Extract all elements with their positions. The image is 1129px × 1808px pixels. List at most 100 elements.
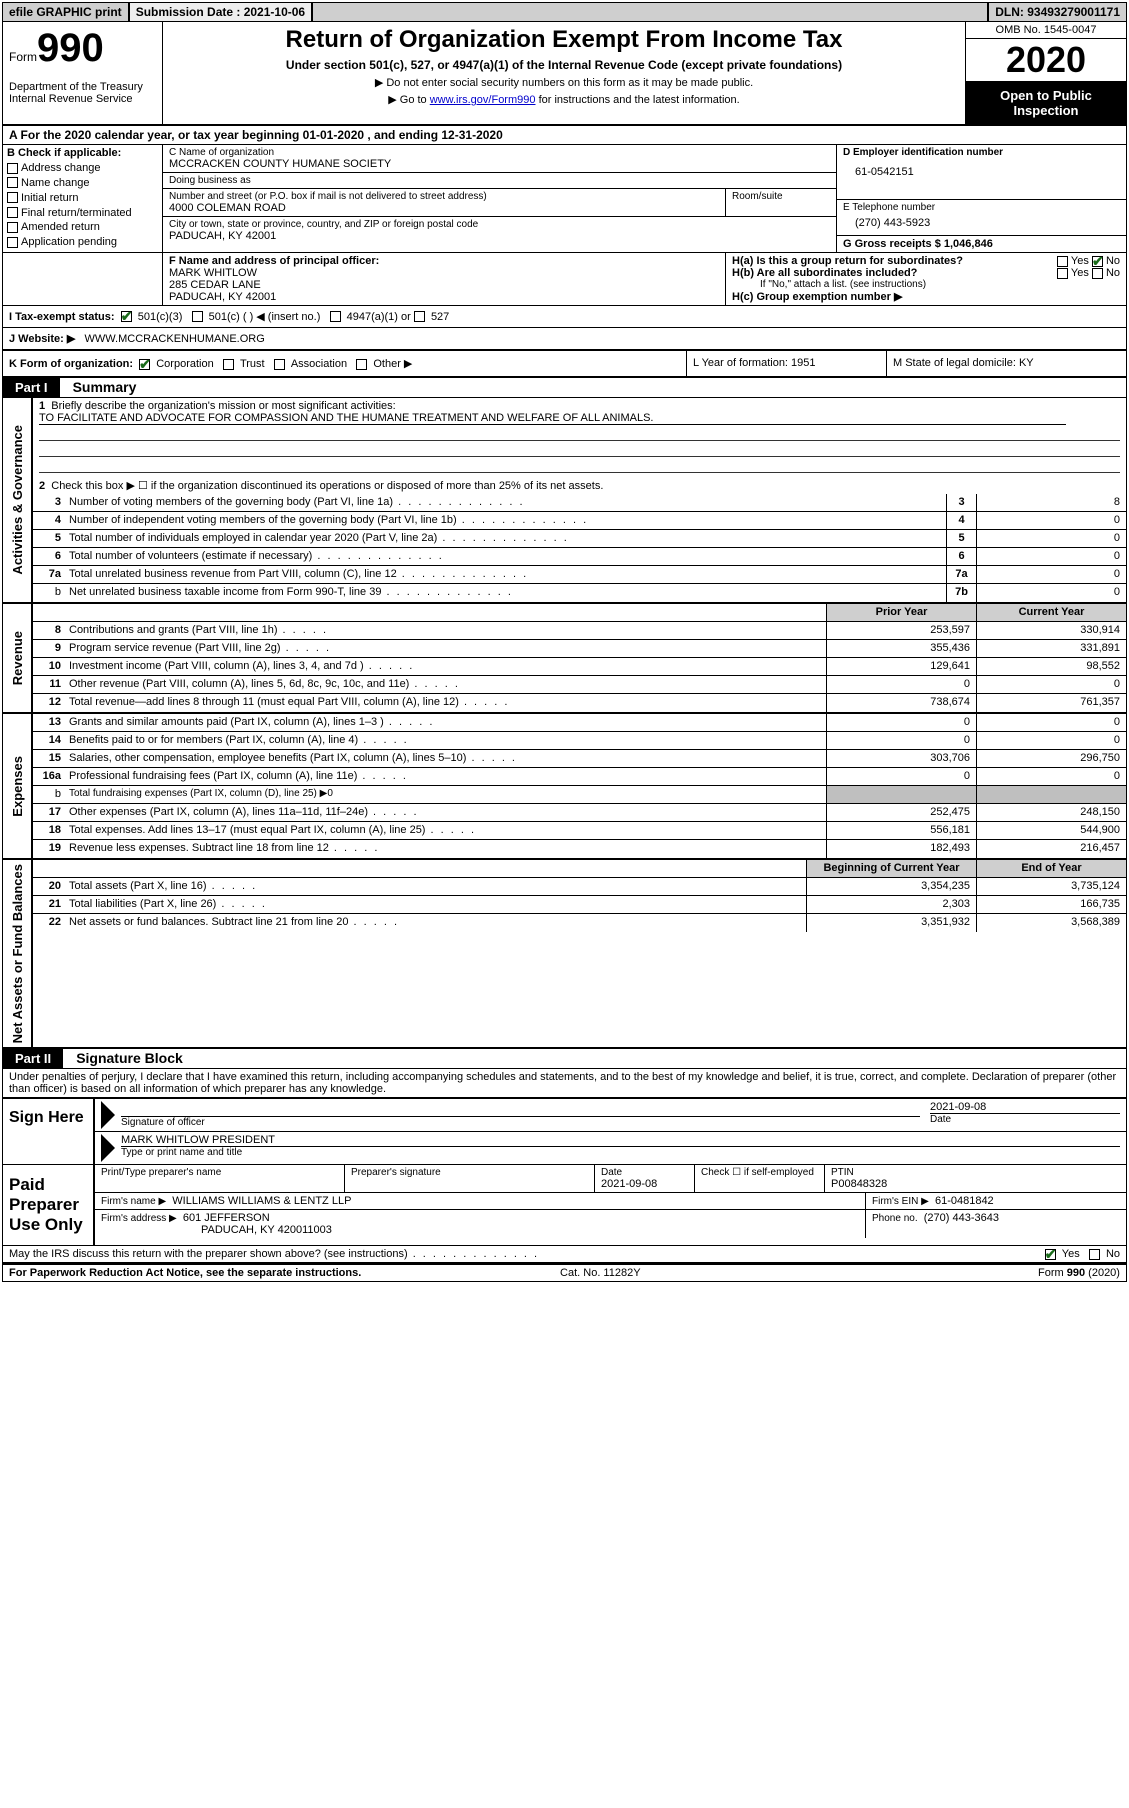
col-b-label: B Check if applicable:: [7, 147, 158, 159]
net-header: Beginning of Current Year End of Year: [33, 860, 1126, 878]
curr-val: 331,891: [976, 640, 1126, 657]
line-box: 4: [946, 512, 976, 529]
table-row: 5Total number of individuals employed in…: [33, 530, 1126, 548]
table-row: 13Grants and similar amounts paid (Part …: [33, 714, 1126, 732]
cat-no: Cat. No. 11282Y: [560, 1267, 641, 1279]
line-desc: Net unrelated business taxable income fr…: [65, 584, 946, 602]
row-f-h: F Name and address of principal officer:…: [3, 253, 1126, 306]
part2-bar: Part II: [3, 1049, 63, 1068]
cb-501c3[interactable]: [121, 311, 132, 322]
preparer-row3: Firm's address ▶ 601 JEFFERSON PADUCAH, …: [95, 1210, 1126, 1238]
cb-501c[interactable]: [192, 311, 203, 322]
part1-header: Part I Summary: [3, 378, 1126, 398]
hb-no[interactable]: [1092, 268, 1103, 279]
discuss-yes[interactable]: [1045, 1249, 1056, 1260]
line-num: 17: [33, 804, 65, 821]
arrow-icon: [101, 1134, 115, 1162]
curr-val: 248,150: [976, 804, 1126, 821]
cb-initial-return[interactable]: Initial return: [7, 191, 158, 206]
hdr-prior: Prior Year: [826, 604, 976, 621]
table-row: 19Revenue less expenses. Subtract line 1…: [33, 840, 1126, 858]
curr-val: 761,357: [976, 694, 1126, 712]
cb-final-return[interactable]: Final return/terminated: [7, 206, 158, 221]
row-i-label: I Tax-exempt status:: [9, 311, 115, 323]
line-box: 6: [946, 548, 976, 565]
ein-label: D Employer identification number: [843, 147, 1120, 158]
form-title: Return of Organization Exempt From Incom…: [169, 26, 959, 54]
curr-val: 544,900: [976, 822, 1126, 839]
line-desc: Total revenue—add lines 8 through 11 (mu…: [65, 694, 826, 712]
cb-name-change[interactable]: Name change: [7, 176, 158, 191]
hdr-curr: Current Year: [976, 604, 1126, 621]
prep-date-label: Date: [601, 1167, 688, 1178]
cb-527[interactable]: [414, 311, 425, 322]
cb-assoc[interactable]: [274, 359, 285, 370]
prior-val: 355,436: [826, 640, 976, 657]
cb-other[interactable]: [356, 359, 367, 370]
cb-corp[interactable]: [139, 359, 150, 370]
prior-val: 0: [826, 714, 976, 731]
section-revenue: Revenue Prior Year Current Year 8Contrib…: [3, 604, 1126, 714]
curr-val: 296,750: [976, 750, 1126, 767]
cb-amended-return[interactable]: Amended return: [7, 220, 158, 235]
line-box: 7b: [946, 584, 976, 602]
table-row: 10Investment income (Part VIII, column (…: [33, 658, 1126, 676]
form-note1: ▶ Do not enter social security numbers o…: [169, 76, 959, 89]
line-desc: Grants and similar amounts paid (Part IX…: [65, 714, 826, 731]
part1-title: Summary: [63, 377, 147, 397]
l-year-formation: L Year of formation: 1951: [686, 351, 886, 376]
table-row: 15Salaries, other compensation, employee…: [33, 750, 1126, 768]
firm-addr1: 601 JEFFERSON: [183, 1212, 270, 1224]
side-rev: Revenue: [8, 627, 27, 689]
line-box: 5: [946, 530, 976, 547]
entity-grid: B Check if applicable: Address change Na…: [3, 145, 1126, 253]
line-val: 8: [976, 494, 1126, 511]
cb-application-pending[interactable]: Application pending: [7, 235, 158, 250]
h-note: If "No," attach a list. (see instruction…: [732, 279, 1120, 290]
cb-address-change[interactable]: Address change: [7, 161, 158, 176]
prior-val: 3,354,235: [806, 878, 976, 895]
form990-link[interactable]: www.irs.gov/Form990: [430, 94, 536, 106]
ein-cell: D Employer identification number 61-0542…: [837, 145, 1126, 200]
table-row: 21Total liabilities (Part X, line 26)2,3…: [33, 896, 1126, 914]
line-desc: Total assets (Part X, line 16): [65, 878, 806, 895]
curr-val: 0: [976, 676, 1126, 693]
prior-val: 2,303: [806, 896, 976, 913]
city-value: PADUCAH, KY 42001: [169, 230, 830, 242]
curr-val: 216,457: [976, 840, 1126, 858]
officer-addr1: 285 CEDAR LANE: [169, 279, 261, 291]
firm-ein: 61-0481842: [935, 1195, 994, 1207]
line-desc: Other expenses (Part IX, column (A), lin…: [65, 804, 826, 821]
table-row: 17Other expenses (Part IX, column (A), l…: [33, 804, 1126, 822]
form-number: 990: [37, 26, 104, 71]
discuss-no[interactable]: [1089, 1249, 1100, 1260]
line-num: 5: [33, 530, 65, 547]
part1-bar: Part I: [3, 378, 60, 397]
line-2: 2 Check this box ▶ ☐ if the organization…: [33, 477, 1126, 494]
prior-val: 303,706: [826, 750, 976, 767]
dba-label: Doing business as: [169, 175, 830, 186]
hb-yes[interactable]: [1057, 268, 1068, 279]
open-inspection: Open to Public Inspection: [966, 82, 1126, 124]
table-row: 7aTotal unrelated business revenue from …: [33, 566, 1126, 584]
col-c-org: C Name of organization MCCRACKEN COUNTY …: [163, 145, 836, 252]
curr-val: 0: [976, 732, 1126, 749]
curr-val: 3,568,389: [976, 914, 1126, 932]
ha-no[interactable]: [1092, 256, 1103, 267]
cb-trust[interactable]: [223, 359, 234, 370]
section-activities-governance: Activities & Governance 1 Briefly descri…: [3, 398, 1126, 604]
line-desc: Total fundraising expenses (Part IX, col…: [65, 786, 826, 803]
curr-val: 0: [976, 714, 1126, 731]
form-prefix: Form: [9, 50, 37, 64]
h-a: H(a) Is this a group return for subordin…: [732, 255, 1120, 267]
ha-yes[interactable]: [1057, 256, 1068, 267]
street-value: 4000 COLEMAN ROAD: [169, 202, 719, 214]
cb-4947[interactable]: [330, 311, 341, 322]
dept-label: Department of the Treasury Internal Reve…: [9, 81, 156, 105]
row-k: K Form of organization: Corporation Trus…: [3, 351, 1126, 378]
city-label: City or town, state or province, country…: [169, 219, 830, 230]
table-row: 12Total revenue—add lines 8 through 11 (…: [33, 694, 1126, 712]
h-section: H(a) Is this a group return for subordin…: [726, 253, 1126, 305]
prior-val: 182,493: [826, 840, 976, 858]
header-center: Return of Organization Exempt From Incom…: [163, 22, 966, 124]
